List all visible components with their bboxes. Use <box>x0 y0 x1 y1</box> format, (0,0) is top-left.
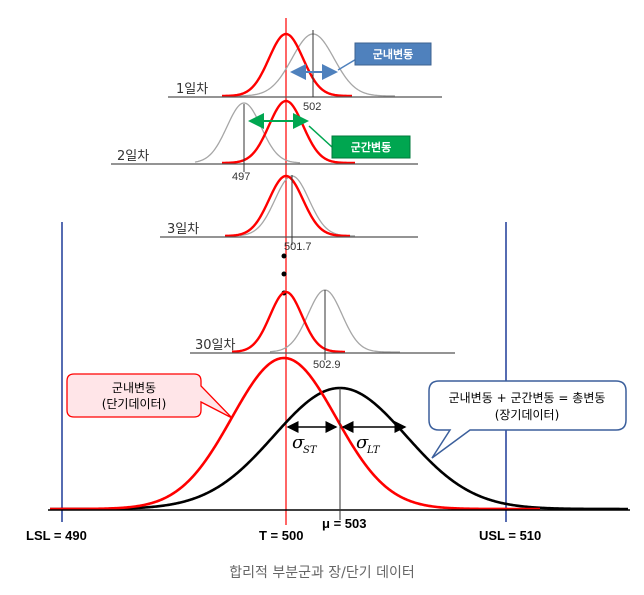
target-label: T = 500 <box>259 528 303 543</box>
lsl-label: LSL = 490 <box>26 528 87 543</box>
total-callout-line1: 군내변동 + 군간변동 = 총변동 <box>449 391 606 405</box>
day30-label: 30일차 <box>195 338 236 353</box>
day3-target-curve <box>224 174 351 238</box>
row-day3: 3일차 501.7 <box>160 174 418 253</box>
within-box-label: 군내변동 <box>373 47 413 61</box>
between-box-label: 군간변동 <box>351 140 391 154</box>
sigma-lt-symbol: σ <box>356 432 369 453</box>
between-box <box>331 135 411 159</box>
day3-shifted-curve <box>239 175 356 237</box>
day30-value: 502.9 <box>313 359 341 371</box>
day3-value: 501.7 <box>284 241 312 253</box>
sigma-lt-subscript: LT <box>366 445 381 456</box>
mu-label: μ = 503 <box>322 516 366 531</box>
short-term-callout <box>66 373 233 419</box>
within-box <box>354 42 432 66</box>
sigma-st-subscript: ST <box>303 445 318 456</box>
short-term-callout-line1: 군내변동 <box>112 381 156 395</box>
day1-label: 1일차 <box>176 82 208 97</box>
short-term-callout-line2: (단기데이터) <box>102 397 167 411</box>
day1-target-curve <box>221 32 353 98</box>
row-day30: 30일차 502.9 <box>190 289 455 371</box>
day2-label: 2일차 <box>117 149 149 164</box>
day1-shifted-curve <box>225 33 396 97</box>
long-term-curve <box>50 386 628 511</box>
row-day1: 1일차 502 군내변동 <box>168 30 442 113</box>
day30-target-curve <box>231 290 346 354</box>
total-callout <box>428 380 627 459</box>
day3-label: 3일차 <box>167 222 199 237</box>
continuation-dot <box>281 271 287 277</box>
total-callout-line2: (장기데이터) <box>495 408 560 422</box>
between-connector <box>308 125 333 148</box>
sigma-st-symbol: σ <box>292 432 305 453</box>
row-day2: 2일차 497 군간변동 <box>111 99 418 183</box>
day30-shifted-curve <box>269 289 400 353</box>
short-term-curve <box>50 356 540 511</box>
continuation-dot <box>281 253 287 259</box>
usl-label: USL = 510 <box>479 528 541 543</box>
day2-value: 497 <box>232 171 250 183</box>
day1-value: 502 <box>303 101 321 113</box>
figure-caption: 합리적 부분군과 장/단기 데이터 <box>229 565 415 581</box>
day2-shifted-curve <box>194 102 301 164</box>
